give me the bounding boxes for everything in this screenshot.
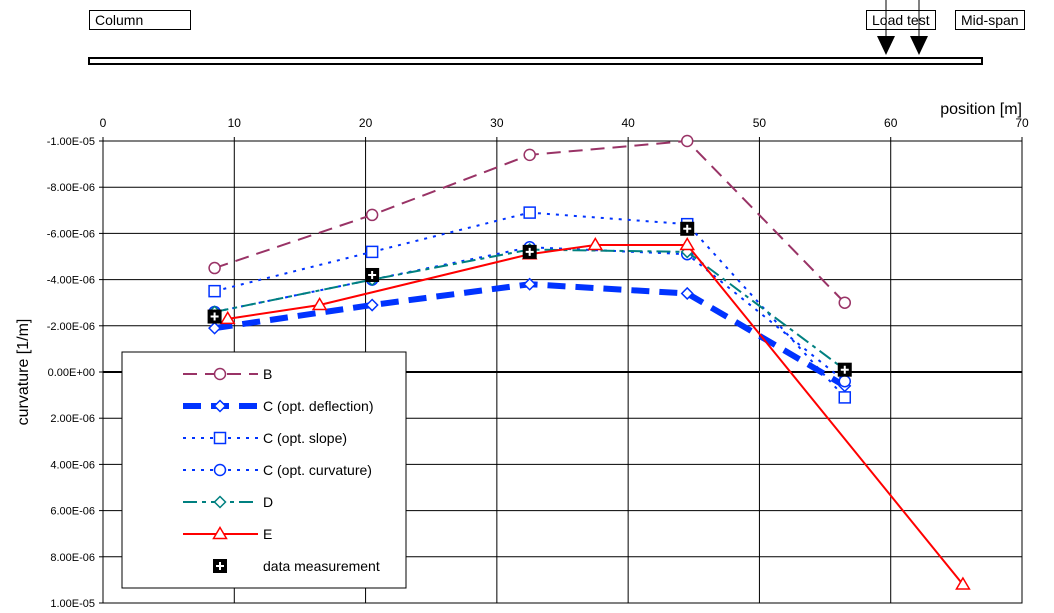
column-label: Column: [89, 10, 191, 30]
data-point: [523, 277, 537, 291]
y-tick-label: 4.00E-06: [50, 459, 95, 471]
data-point: [838, 296, 852, 309]
data-point: [523, 206, 536, 219]
series-layer: [207, 134, 971, 590]
legend-item: E: [183, 526, 272, 542]
data-point-cross: [368, 270, 377, 279]
legend-label: E: [263, 526, 272, 542]
legend-marker: [213, 463, 227, 477]
y-tick-label: 0.00E+00: [48, 367, 95, 379]
bridge-deck: [88, 57, 983, 65]
legend-label: C (opt. curvature): [263, 462, 372, 478]
series-line: [227, 243, 964, 586]
data-point: [522, 244, 537, 259]
legend-label: C (opt. slope): [263, 430, 347, 446]
x-tick-label: 20: [359, 116, 373, 130]
data-point: [955, 576, 971, 590]
legend-item: C (opt. curvature): [183, 462, 372, 478]
data-point: [838, 391, 852, 404]
series-1: [208, 277, 852, 393]
data-point-cross: [525, 247, 534, 256]
legend-marker: [213, 495, 227, 509]
x-tick-label: 10: [228, 116, 242, 130]
legend-item: D: [183, 494, 273, 510]
data-point: [208, 321, 222, 335]
legend-marker: [212, 526, 228, 540]
data-point: [680, 134, 694, 148]
y-tick-label: 8.00E-06: [50, 552, 95, 564]
legend-item: B: [183, 366, 272, 382]
legend-box: [121, 351, 407, 589]
data-point-cross: [840, 365, 849, 374]
data-point: [207, 309, 222, 324]
x-tick-label: 0: [100, 116, 107, 130]
data-point: [365, 208, 379, 222]
legend-item: data measurement: [213, 558, 380, 574]
series-5: [219, 236, 971, 590]
legend-label: D: [263, 494, 273, 510]
data-point: [837, 362, 852, 377]
x-tick-label: 30: [490, 116, 504, 130]
legend-marker-cross: [216, 562, 224, 570]
legend-marker: [213, 431, 227, 445]
data-point-cross: [683, 224, 692, 233]
legend-marker: [213, 399, 227, 413]
data-point: [680, 286, 694, 301]
legend-item: C (opt. slope): [183, 430, 347, 446]
data-point: [219, 310, 236, 325]
x-tick-label: 70: [1015, 116, 1029, 130]
data-point: [587, 236, 604, 251]
data-point: [680, 221, 695, 236]
y-tick-label: -1.00E-05: [47, 136, 95, 148]
bridge-deck-diagram: [88, 0, 983, 65]
series-0: [208, 134, 852, 309]
data-point: [208, 261, 221, 275]
data-point: [208, 284, 221, 298]
y-axis-title: curvature [1/m]: [15, 319, 32, 426]
legend-marker: [213, 559, 227, 573]
load-arrow-1-icon: [877, 36, 895, 55]
y-tick-label: 2.00E-06: [50, 413, 95, 425]
legend-marker: [213, 367, 227, 381]
legend-item: C (opt. deflection): [183, 398, 374, 414]
y-tick-label: 6.00E-06: [50, 506, 95, 518]
legend-label: C (opt. deflection): [263, 398, 374, 414]
legend: B C (opt. deflection) C (opt. slope) C (opt…: [121, 351, 407, 589]
data-point: [679, 236, 696, 251]
series-6: [207, 221, 852, 377]
data-point: [365, 245, 379, 259]
legend-label: data measurement: [263, 558, 380, 574]
data-point: [365, 267, 380, 282]
x-tick-label: 50: [753, 116, 767, 130]
axis-ticks: 0 10 20 30 40 50 60 70 -1.00E-05 -8.00E-06 -6.00E-…: [47, 116, 1029, 610]
data-point: [523, 148, 536, 162]
y-tick-label: -8.00E-06: [47, 182, 95, 194]
y-tick-label: -2.00E-06: [47, 321, 95, 333]
legend-label: B: [263, 366, 272, 382]
x-tick-label: 40: [621, 116, 635, 130]
y-tick-label: -4.00E-06: [47, 275, 95, 287]
data-point-cross: [210, 312, 219, 321]
data-point: [311, 297, 328, 311]
midspan-label: Mid-span: [955, 10, 1025, 30]
y-tick-label: -6.00E-06: [47, 228, 95, 240]
y-tick-label: 1.00E-05: [50, 598, 95, 610]
x-tick-label: 60: [884, 116, 898, 130]
x-axis-title: position [m]: [940, 101, 1022, 118]
load-arrow-2-icon: [910, 36, 928, 55]
data-point: [365, 298, 379, 312]
data-point: [838, 374, 852, 388]
